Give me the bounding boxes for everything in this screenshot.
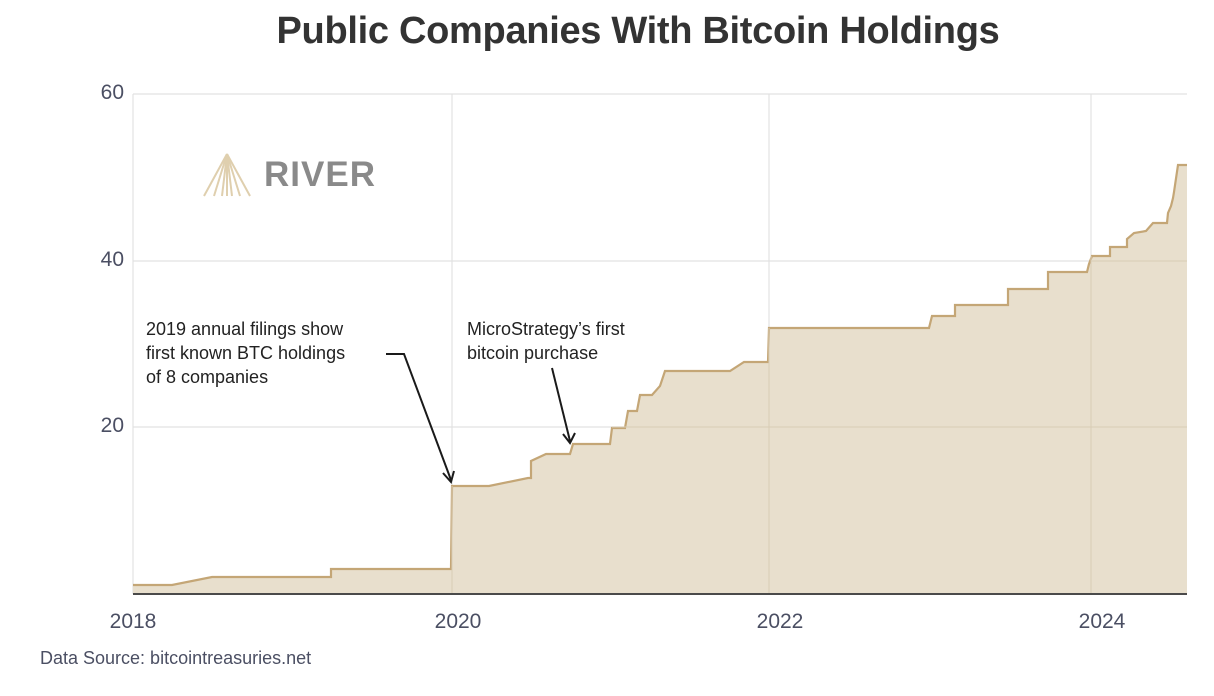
holdings-area — [133, 165, 1187, 594]
river-logo: RIVER — [202, 152, 376, 198]
x-tick-2024: 2024 — [1078, 610, 1126, 633]
annotation-microstrategy: MicroStrategy’s first bitcoin purchase — [467, 317, 625, 365]
x-tick-2018: 2018 — [109, 610, 157, 633]
chart-title: Public Companies With Bitcoin Holdings — [276, 10, 1000, 52]
x-tick-2020: 2020 — [434, 610, 482, 633]
logo-text: RIVER — [264, 155, 376, 194]
river-triangle-logo-icon — [203, 153, 251, 197]
annotation-arrow-2019 — [386, 353, 455, 485]
annotation-line: MicroStrategy’s first — [467, 319, 625, 339]
annotation-arrow-microstrategy — [551, 367, 576, 445]
data-source: Data Source: bitcointreasuries.net — [40, 648, 312, 668]
annotation-line: 2019 annual filings show — [146, 319, 344, 339]
y-tick-20: 20 — [100, 414, 124, 437]
annotation-2019-filings: 2019 annual filings show first known BTC… — [146, 317, 345, 389]
x-tick-2022: 2022 — [756, 610, 804, 633]
annotation-line: of 8 companies — [146, 367, 269, 387]
annotation-line: bitcoin purchase — [467, 343, 599, 363]
annotation-line: first known BTC holdings — [146, 343, 346, 363]
y-tick-60: 60 — [100, 81, 124, 104]
y-tick-40: 40 — [100, 248, 124, 271]
